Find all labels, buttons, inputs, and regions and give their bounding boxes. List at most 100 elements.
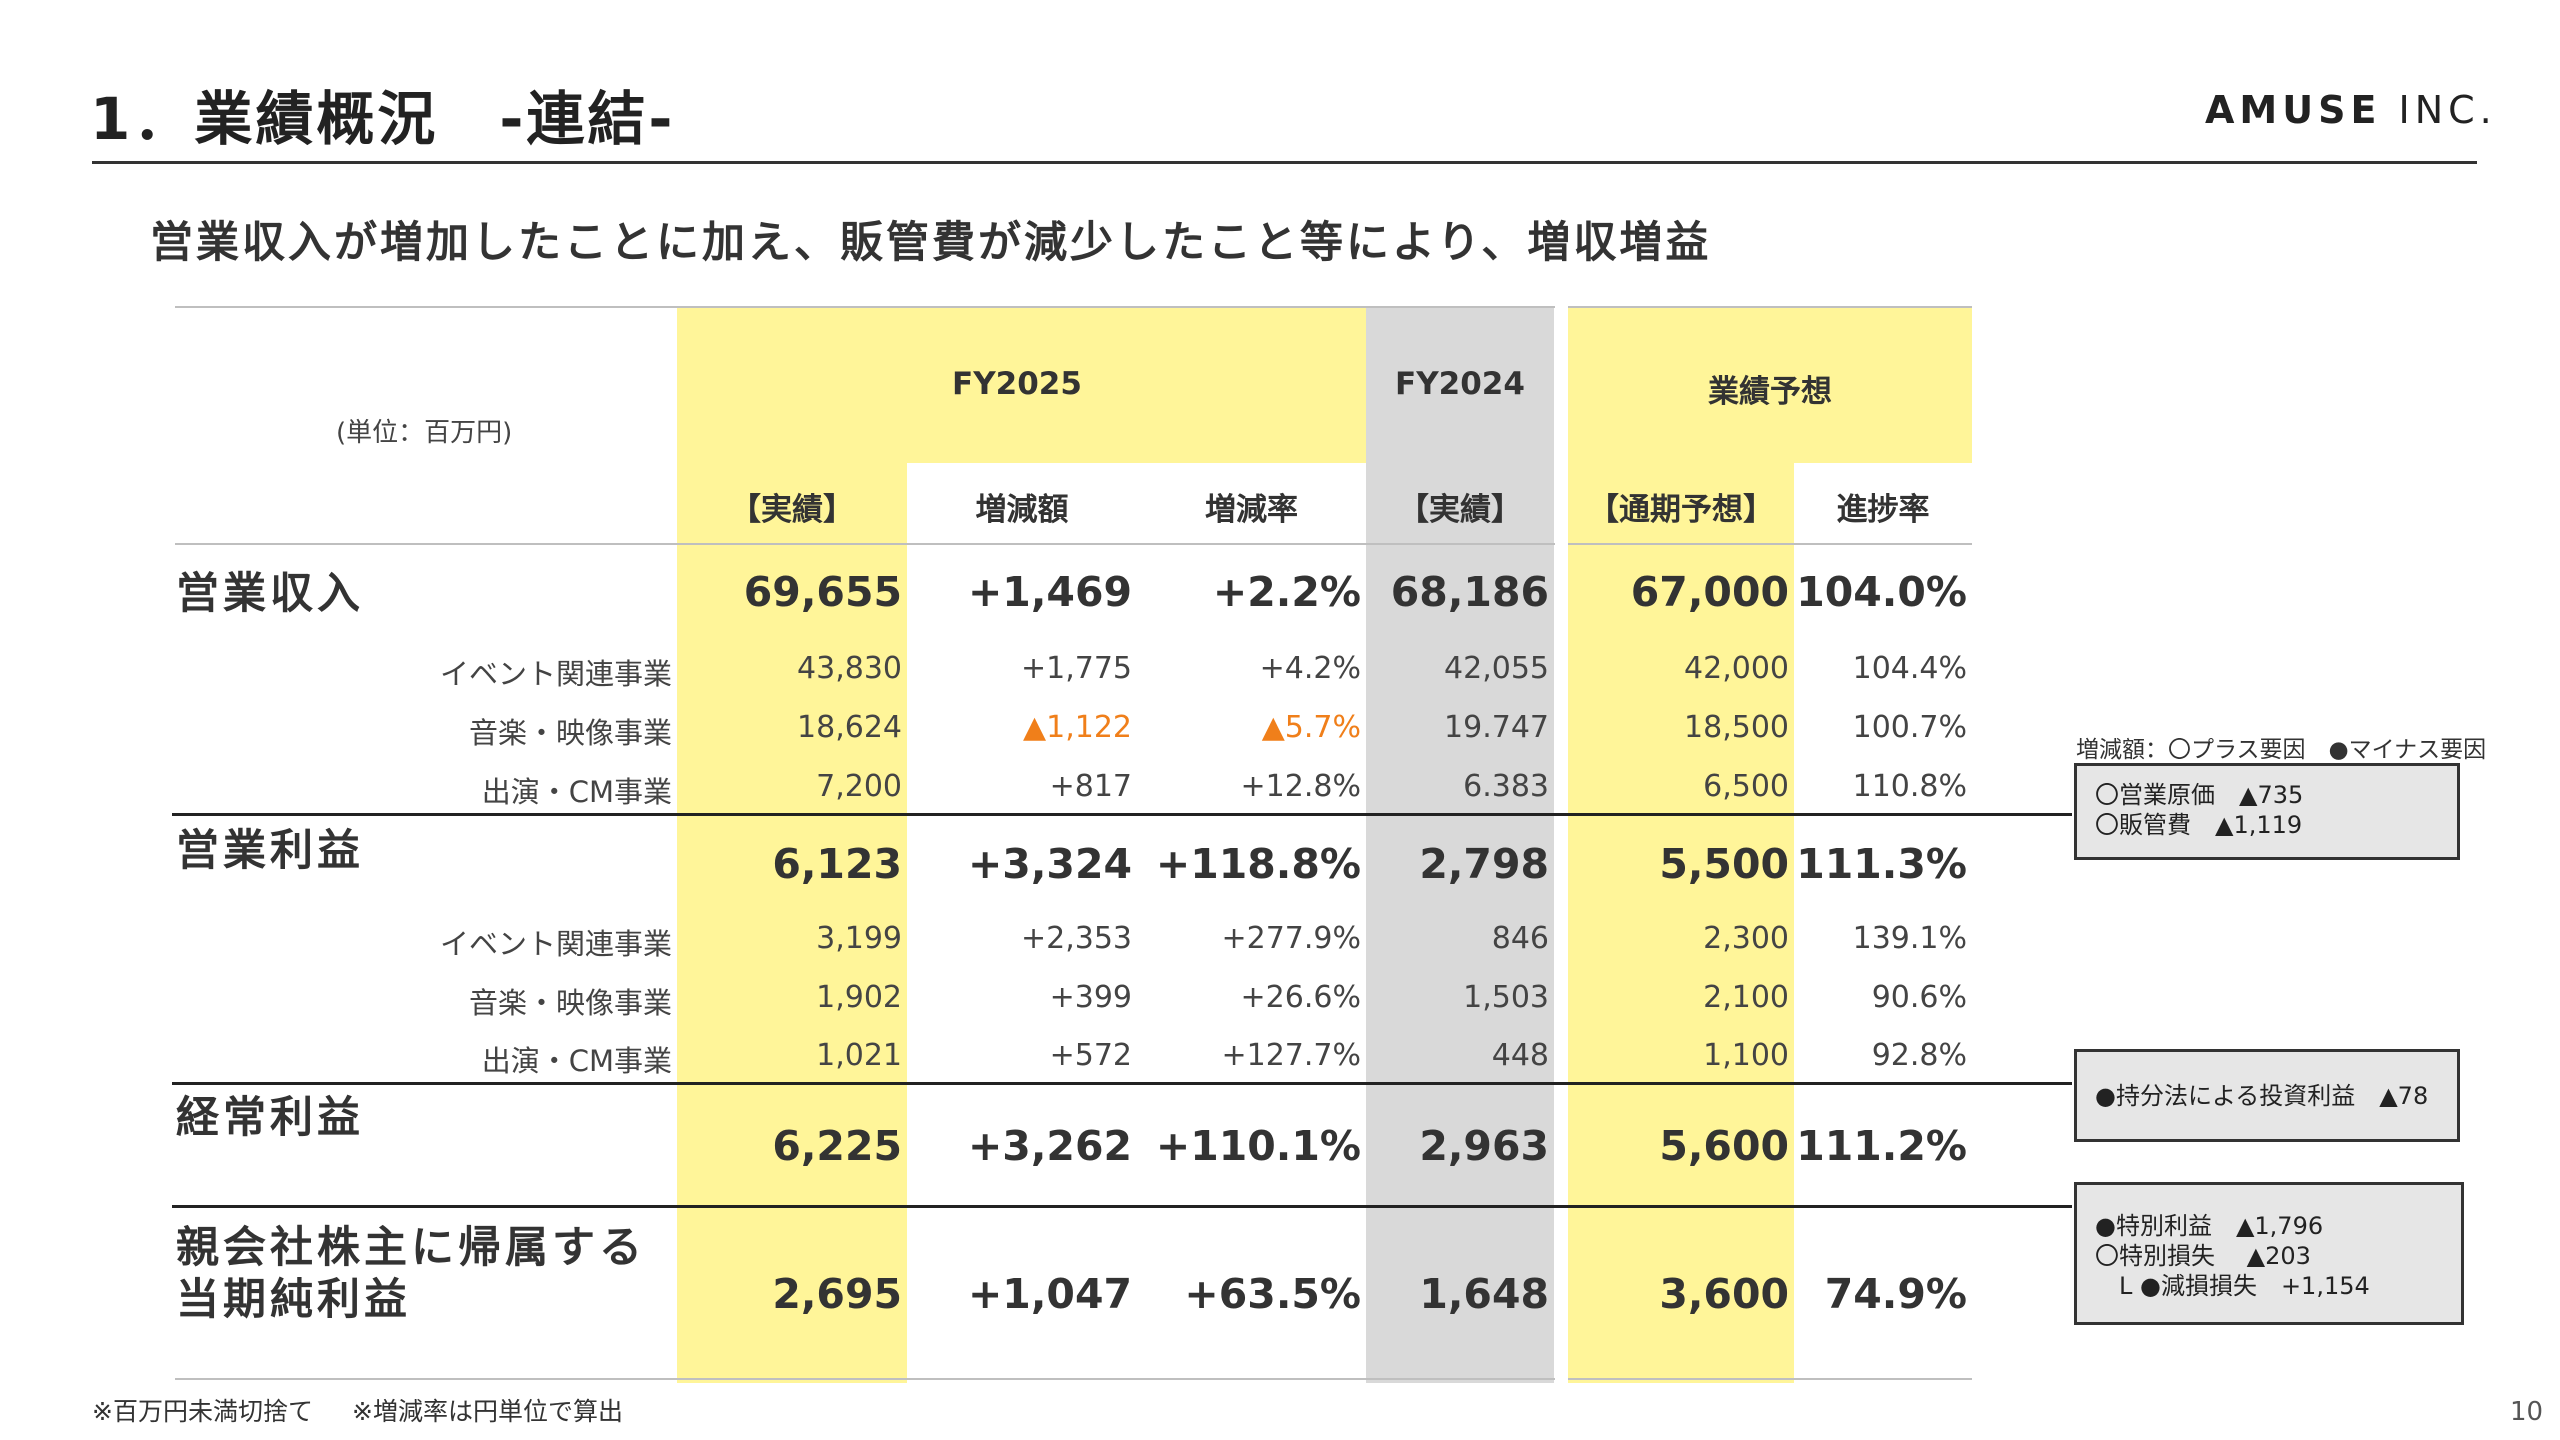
ordinary-profit-change-rate: +110.1% [1155, 1122, 1361, 1170]
operating-profit-change-amount: +3,324 [967, 840, 1132, 888]
page-subtitle: 営業収入が増加したことに加え、販管費が減少したこと等により、増収増益 [150, 218, 1712, 268]
ordinary-profit-change-amount: +3,262 [967, 1122, 1132, 1170]
net-income-fy2025: 2,695 [772, 1270, 902, 1318]
factor-legend: 増減額：〇プラス要因 ●マイナス要因 [2076, 737, 2487, 763]
operating-profit-change-rate: +118.8% [1155, 840, 1361, 888]
fy2024-header: FY2024 [1395, 366, 1525, 402]
logo-main: AMUSE [2205, 88, 2382, 132]
table-top-rule-forecast [1568, 306, 1972, 308]
revenue-change-amount: +1,469 [967, 568, 1132, 616]
music-profit-change-rate: +26.6% [1240, 980, 1361, 1015]
net-income-change-amount: +1,047 [967, 1270, 1132, 1318]
row-label-event-revenue: イベント関連事業 [439, 657, 672, 691]
music-revenue-change-amount: ▲1,122 [1023, 710, 1132, 745]
title-divider [92, 161, 2477, 164]
col-header-fy2024-actual: 【実績】 [1398, 492, 1522, 528]
fy2025-actual-column-bg [677, 463, 907, 1383]
event-profit-change-amount: +2,353 [1020, 921, 1132, 956]
forecast-column-bg [1568, 463, 1794, 1383]
cm-revenue-change-rate: +12.8% [1240, 769, 1361, 804]
forecast-header: 業績予想 [1708, 374, 1832, 410]
forecast-header-bg [1568, 307, 1972, 463]
unit-label: (単位：百万円) [336, 418, 513, 448]
row-label-music-profit: 音楽・映像事業 [468, 986, 672, 1020]
col-header-change-rate: 増減率 [1205, 492, 1298, 528]
note-impairment-loss: L ●減損損失 +1,154 [2095, 1272, 2370, 1300]
music-profit-progress: 90.6% [1871, 980, 1967, 1015]
music-revenue-forecast: 18,500 [1684, 710, 1789, 745]
footnote-rate-calculation: ※増減率は円単位で算出 [352, 1397, 623, 1426]
operating-profit-fy2024: 2,798 [1419, 840, 1549, 888]
cm-revenue-fy2025: 7,200 [816, 769, 902, 804]
footnote-truncation: ※百万円未満切捨て [92, 1397, 313, 1426]
revenue-fy2025: 69,655 [743, 568, 902, 616]
event-revenue-change-amount: +1,775 [1020, 651, 1132, 686]
cm-profit-change-rate: +127.7% [1221, 1038, 1361, 1073]
col-header-fy2025-actual: 【実績】 [730, 492, 854, 528]
event-revenue-fy2025: 43,830 [797, 651, 902, 686]
table-bottom-rule-forecast [1568, 1378, 1972, 1380]
revenue-fy2024: 68,186 [1390, 568, 1549, 616]
music-profit-fy2024: 1,503 [1463, 980, 1549, 1015]
music-revenue-progress: 100.7% [1852, 710, 1967, 745]
ordinary-profit-fy2024: 2,963 [1419, 1122, 1549, 1170]
event-profit-fy2024: 846 [1491, 921, 1549, 956]
note-extraordinary-income: ●特別利益 ▲1,796 [2095, 1212, 2324, 1240]
event-revenue-change-rate: +4.2% [1259, 651, 1361, 686]
header-bottom-rule [175, 543, 1555, 545]
event-profit-forecast: 2,300 [1703, 921, 1789, 956]
row-label-revenue: 営業収入 [176, 569, 364, 619]
note-cost-of-sales: 〇営業原価 ▲735 [2095, 781, 2304, 809]
page-title: 1．業績概況 -連結- [90, 85, 676, 153]
net-income-progress: 74.9% [1824, 1270, 1967, 1318]
row-label-cm-revenue: 出演・CM事業 [481, 775, 672, 809]
net-income-label-line2: 当期純利益 [176, 1275, 411, 1325]
row-label-event-profit: イベント関連事業 [439, 927, 672, 961]
revenue-change-rate: +2.2% [1212, 568, 1361, 616]
event-revenue-progress: 104.4% [1852, 651, 1967, 686]
note-extraordinary-loss: 〇特別損失 ▲203 [2095, 1242, 2311, 1270]
company-logo: AMUSE INC. [2205, 88, 2497, 132]
net-income-fy2024: 1,648 [1419, 1270, 1549, 1318]
ordinary-profit-note-box: ●持分法による投資利益 ▲78 [2074, 1049, 2460, 1142]
event-revenue-forecast: 42,000 [1684, 651, 1789, 686]
ordinary-profit-fy2025: 6,225 [772, 1122, 902, 1170]
cm-profit-fy2024: 448 [1491, 1038, 1549, 1073]
table-top-rule [175, 306, 1555, 308]
operating-profit-progress: 111.3% [1796, 840, 1967, 888]
event-profit-fy2025: 3,199 [816, 921, 902, 956]
col-header-change-amount: 増減額 [975, 492, 1069, 528]
ordinary-profit-progress: 111.2% [1796, 1122, 1967, 1170]
music-revenue-change-rate: ▲5.7% [1261, 710, 1361, 745]
operating-profit-fy2025: 6,123 [772, 840, 902, 888]
cm-profit-fy2025: 1,021 [816, 1038, 902, 1073]
net-income-forecast: 3,600 [1659, 1270, 1789, 1318]
revenue-forecast: 67,000 [1630, 568, 1789, 616]
cm-profit-forecast: 1,100 [1703, 1038, 1789, 1073]
ordinary-profit-forecast: 5,600 [1659, 1122, 1789, 1170]
event-revenue-fy2024: 42,055 [1444, 651, 1549, 686]
music-profit-change-amount: +399 [1049, 980, 1132, 1015]
event-profit-progress: 139.1% [1852, 921, 1967, 956]
fy2024-column-bg [1366, 307, 1554, 1383]
cm-revenue-forecast: 6,500 [1703, 769, 1789, 804]
col-header-progress-rate: 進捗率 [1836, 492, 1930, 528]
music-revenue-fy2025: 18,624 [797, 710, 902, 745]
net-income-note-box: ●特別利益 ▲1,796 〇特別損失 ▲203 L ●減損損失 +1,154 [2074, 1182, 2464, 1325]
fy2025-header: FY2025 [952, 366, 1082, 402]
music-revenue-fy2024: 19.747 [1444, 710, 1549, 745]
music-profit-fy2025: 1,902 [816, 980, 902, 1015]
header-bottom-rule-forecast [1568, 543, 1972, 545]
music-profit-forecast: 2,100 [1703, 980, 1789, 1015]
event-profit-change-rate: +277.9% [1221, 921, 1361, 956]
row-label-cm-profit: 出演・CM事業 [481, 1044, 672, 1078]
ordinary-profit-rule [172, 1082, 2072, 1085]
operating-profit-forecast: 5,500 [1659, 840, 1789, 888]
table-bottom-rule [175, 1378, 1555, 1380]
note-sga: 〇販管費 ▲1,119 [2095, 811, 2303, 839]
revenue-progress: 104.0% [1796, 568, 1967, 616]
cm-revenue-fy2024: 6.383 [1463, 769, 1549, 804]
column-gap [1554, 300, 1568, 1390]
cm-revenue-change-amount: +817 [1049, 769, 1132, 804]
cm-revenue-progress: 110.8% [1852, 769, 1967, 804]
